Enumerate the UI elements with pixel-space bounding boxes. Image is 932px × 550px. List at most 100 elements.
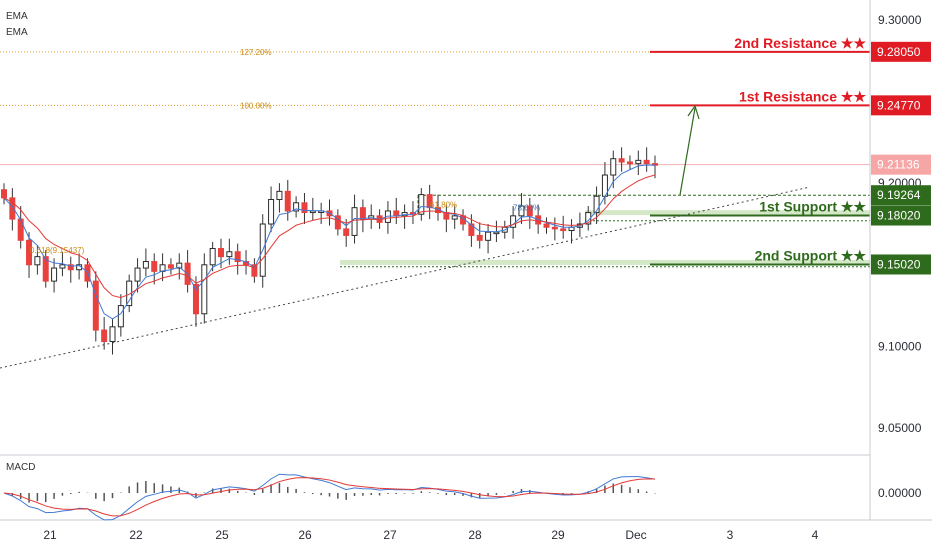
level-label: 2nd Support ★★	[755, 247, 867, 263]
ema-slow-line	[3, 174, 656, 299]
candle-body	[293, 202, 300, 212]
price-tag-label: 9.28050	[877, 45, 921, 59]
ema-fast-line	[3, 164, 656, 320]
price-tag-label: 9.21136	[877, 158, 920, 172]
candle-body	[92, 280, 99, 331]
candle-body	[67, 264, 74, 271]
level-labels: 2nd Resistance ★★ 1st Resistance ★★ 1st Su…	[30, 35, 866, 264]
x-tick-label: 27	[383, 528, 397, 542]
macd-label: MACD	[6, 462, 35, 473]
projection-arrow	[679, 107, 696, 196]
price-tag-label: 9.18020	[877, 209, 921, 223]
candle-body	[276, 190, 283, 201]
candle-body	[343, 228, 350, 236]
candle-body	[451, 215, 458, 220]
candle-body	[51, 267, 58, 282]
candle-body	[192, 283, 199, 315]
candle-body	[142, 261, 149, 269]
level-lines	[0, 50, 870, 268]
fib-label: 78.60%	[513, 204, 540, 213]
candle-body	[17, 218, 24, 241]
level-label: 2nd Resistance ★★	[734, 35, 866, 51]
candle-body	[226, 251, 233, 258]
candle-body	[59, 264, 66, 269]
x-tick-label: 21	[43, 528, 57, 542]
candle-body	[643, 159, 650, 165]
x-tick-label: Dec	[625, 528, 646, 542]
price-tag-box	[871, 205, 931, 226]
level-label: 1st Support ★★	[759, 199, 866, 215]
x-tick-label: 25	[215, 528, 229, 542]
price-tag-label: 9.24770	[877, 98, 921, 112]
x-tick-label: 22	[129, 528, 143, 542]
candle-body	[251, 264, 258, 277]
candle-body	[284, 190, 291, 212]
candle-body	[151, 261, 158, 272]
candle-body	[42, 256, 49, 282]
candle-body	[526, 205, 533, 217]
candle-body	[560, 228, 567, 232]
candle-body	[543, 223, 550, 228]
projection-arrowhead	[687, 104, 700, 120]
candle-body	[101, 329, 108, 343]
candle-body	[26, 239, 33, 266]
candle-body	[593, 195, 600, 214]
candle-body	[1, 189, 7, 199]
price-tag-box	[871, 185, 931, 206]
candle-body	[234, 251, 241, 263]
x-tick-label: 29	[551, 528, 565, 542]
candle-body	[117, 305, 124, 328]
support-zone-1	[585, 210, 870, 216]
candle-body	[309, 210, 316, 214]
price-tag-label: 9.19264	[877, 188, 921, 202]
price-tag-box	[871, 95, 931, 116]
macd-zero-tick: 0.00000	[878, 486, 922, 500]
candle-body	[134, 267, 141, 282]
candle-body	[652, 163, 658, 166]
candle-body	[393, 210, 400, 217]
candle-body	[176, 262, 183, 269]
x-tick-label: 3	[727, 528, 734, 542]
ema-label-1: EMA	[6, 11, 28, 22]
candle-body	[201, 264, 208, 315]
ema-lines	[3, 164, 656, 320]
candle-body	[351, 207, 358, 236]
x-tick-label: 26	[298, 528, 312, 542]
macd-pane	[3, 473, 656, 521]
fib-label: 61.80%	[430, 200, 457, 209]
candle-body	[618, 158, 625, 163]
candle-body	[426, 194, 433, 209]
candle-body	[334, 215, 341, 230]
candle-body	[34, 256, 41, 266]
support-zone-2	[340, 259, 870, 265]
candle-body	[485, 231, 492, 241]
candle-body	[493, 231, 500, 235]
x-tick-label: 28	[468, 528, 482, 542]
ema-label-2: EMA	[6, 27, 28, 38]
y-tick-label: 9.10000	[878, 339, 922, 353]
fib-label: 100.00%	[240, 101, 272, 110]
candle-body	[209, 247, 216, 266]
candle-body	[109, 326, 116, 343]
price-tag-label: 9.15020	[877, 257, 921, 271]
candle-body	[610, 158, 617, 176]
candle-body	[126, 280, 133, 307]
candle-body	[626, 161, 633, 165]
fib-label: 127.20%	[240, 48, 272, 57]
candle-body	[9, 197, 16, 220]
price-tag-box	[871, 154, 931, 175]
price-tag-box	[871, 254, 931, 275]
candle-body	[359, 207, 366, 220]
candle-body	[468, 223, 475, 236]
candle-body	[476, 234, 483, 241]
price-tags: 9.28050 9.24770 9.21136 9.19264 9.18020 9.150…	[871, 41, 931, 275]
macd-signal-line	[3, 477, 656, 517]
price-tag-box	[871, 41, 931, 62]
y-tick-label: 9.30000	[878, 13, 922, 27]
candle-body	[301, 202, 308, 214]
x-tick-label: 4	[812, 528, 819, 542]
y-tick-label: 9.05000	[878, 421, 922, 435]
